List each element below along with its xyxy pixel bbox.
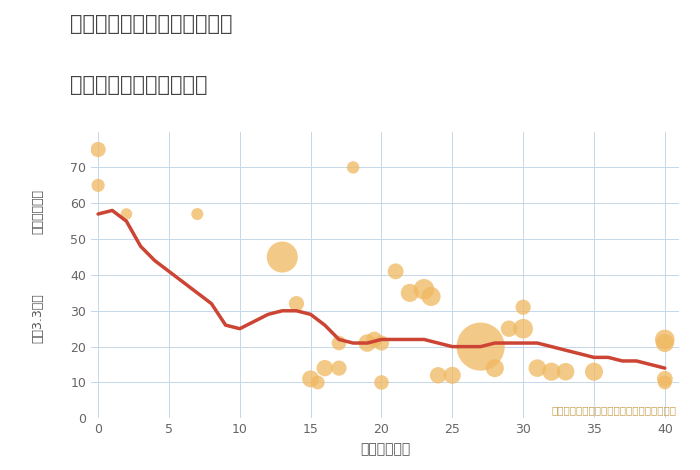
Point — [532, 364, 543, 372]
Point — [121, 210, 132, 218]
Point — [489, 364, 500, 372]
Point — [369, 336, 380, 343]
Point — [659, 379, 671, 386]
Point — [376, 339, 387, 347]
Point — [503, 325, 514, 332]
Text: 円の大きさは、取引のあった物件面積を示す: 円の大きさは、取引のあった物件面積を示す — [551, 406, 676, 415]
Point — [433, 371, 444, 379]
X-axis label: 築年数（年）: 築年数（年） — [360, 442, 410, 456]
Point — [659, 375, 671, 383]
Point — [192, 210, 203, 218]
Text: 単価（万円）: 単価（万円） — [32, 189, 45, 235]
Point — [475, 343, 486, 351]
Point — [276, 253, 288, 261]
Point — [92, 146, 104, 153]
Text: 兵庫県豊岡市出石町日野辺の: 兵庫県豊岡市出石町日野辺の — [70, 14, 232, 34]
Point — [319, 364, 330, 372]
Point — [390, 267, 401, 275]
Point — [305, 375, 316, 383]
Point — [659, 339, 671, 347]
Point — [290, 300, 302, 307]
Point — [347, 164, 358, 171]
Point — [589, 368, 600, 376]
Point — [404, 289, 415, 297]
Point — [92, 181, 104, 189]
Point — [517, 304, 528, 311]
Point — [447, 371, 458, 379]
Point — [419, 285, 430, 293]
Point — [333, 339, 344, 347]
Point — [312, 379, 323, 386]
Point — [362, 339, 373, 347]
Text: 坪（3.3㎡）: 坪（3.3㎡） — [32, 293, 45, 343]
Point — [376, 379, 387, 386]
Point — [546, 368, 557, 376]
Point — [517, 325, 528, 332]
Point — [333, 364, 344, 372]
Point — [659, 336, 671, 343]
Text: 築年数別中古戸建て価格: 築年数別中古戸建て価格 — [70, 75, 207, 95]
Point — [560, 368, 571, 376]
Point — [426, 293, 437, 300]
